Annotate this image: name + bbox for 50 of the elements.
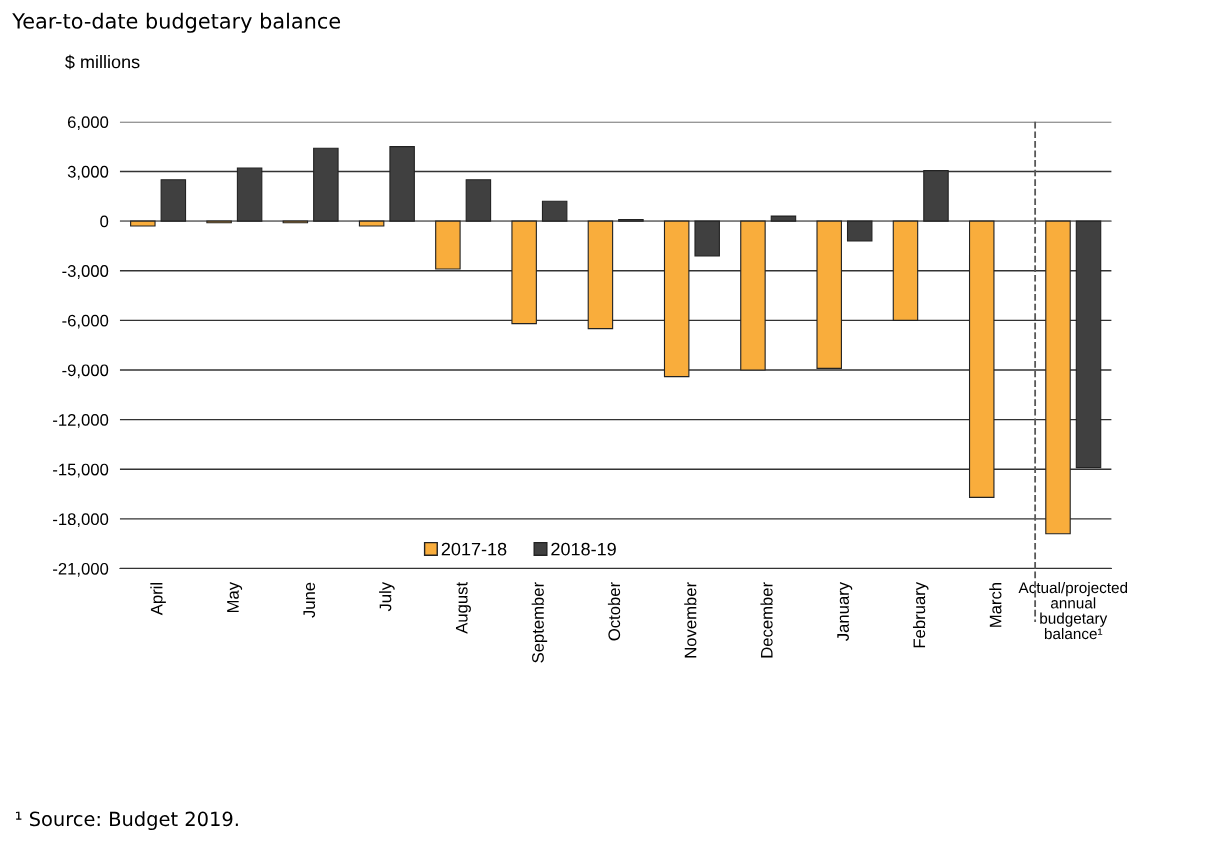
bar	[892, 220, 919, 321]
bar	[770, 215, 797, 222]
x-tick-label: March	[989, 582, 1002, 627]
bar	[236, 167, 263, 222]
y-axis-title: $ millions	[65, 54, 140, 70]
y-tick-label: -3,000	[62, 265, 109, 279]
x-tick-label: January	[837, 581, 853, 641]
x-tick-label: February	[912, 581, 929, 648]
bar	[816, 220, 842, 369]
y-tick-label: -12,000	[53, 414, 109, 428]
bar	[846, 220, 873, 242]
x-tick-label: December	[760, 582, 773, 658]
legend-label: 2017-18	[441, 542, 507, 556]
bar	[130, 220, 156, 227]
x-tick-label: June	[303, 582, 316, 618]
bar	[358, 220, 385, 227]
y-tick-label: -9,000	[62, 364, 109, 379]
text: ¹ Source: Budget 2019.	[15, 811, 238, 831]
x-tick-label: August	[455, 582, 471, 634]
bar	[435, 220, 461, 270]
y-tick-label: -6,000	[62, 314, 109, 329]
bar	[1045, 220, 1071, 535]
y-tick-label: -18,000	[53, 513, 109, 528]
bar	[663, 220, 690, 378]
x-tick-label: November	[684, 582, 697, 658]
x-tick-label: October	[607, 582, 621, 641]
chart-title: Year-to-date budgetary balance	[12, 12, 341, 33]
x-tick-label: April	[150, 583, 166, 616]
x-tick-label: Actual/projected annual budgetary balance¹	[1018, 581, 1128, 640]
bar	[923, 170, 949, 222]
bar	[313, 147, 339, 222]
bar	[968, 220, 995, 498]
y-tick-label: 3,000	[67, 165, 109, 180]
bar	[587, 220, 614, 330]
bar	[389, 146, 415, 222]
y-tick-label: 6,000	[67, 116, 109, 130]
legend-label: 2018-19	[551, 542, 616, 556]
bar	[740, 220, 766, 371]
bar	[541, 200, 568, 222]
x-tick-label: September	[531, 582, 548, 663]
y-tick-label: 0	[100, 215, 109, 228]
bar	[465, 179, 492, 222]
y-tick-label: -15,000	[53, 463, 109, 478]
bar	[1075, 220, 1102, 469]
x-tick-label: July	[379, 581, 395, 612]
bar	[160, 179, 187, 222]
x-tick-label: May	[227, 581, 243, 613]
bar	[511, 220, 537, 325]
y-tick-label: -21,000	[53, 562, 109, 577]
bar	[694, 220, 720, 257]
